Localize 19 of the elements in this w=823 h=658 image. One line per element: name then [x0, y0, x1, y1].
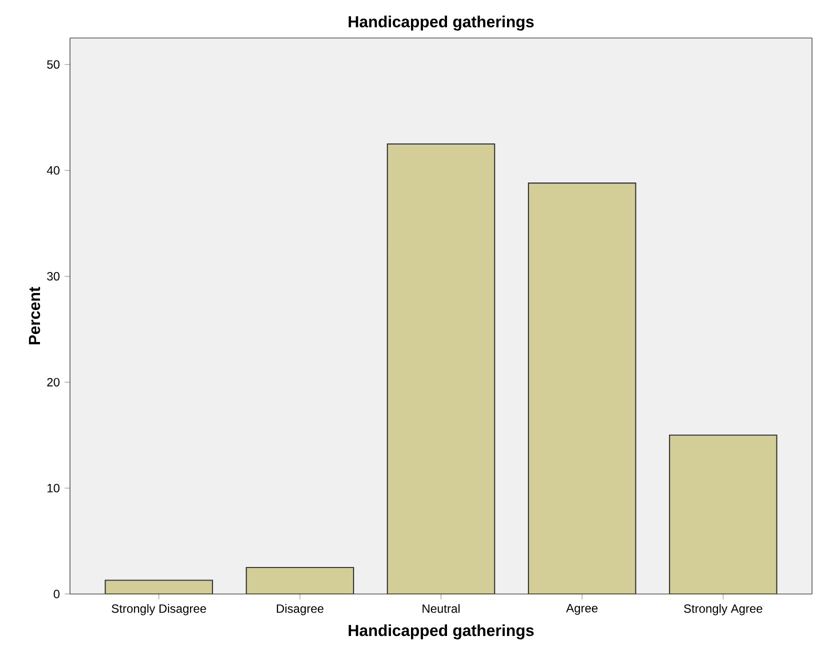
bar	[104, 580, 214, 594]
x-tick-label: Strongly Agree	[684, 604, 762, 616]
y-tick-label: 40	[46, 166, 60, 175]
y-tick-label: 50	[47, 60, 60, 69]
x-axis-title: Handicapped gatherings	[348, 624, 534, 640]
y-tick-label: 10	[48, 484, 60, 492]
bar	[528, 182, 636, 594]
chart-title: Handicapped gatherings	[348, 16, 534, 31]
x-tick-label: Disagree	[276, 604, 324, 616]
x-tick-label: Agree	[566, 604, 598, 615]
y-tick-label: 30	[47, 272, 60, 281]
x-tick-label: Neutral	[422, 604, 460, 613]
bar	[386, 143, 496, 594]
y-axis-title: Percent	[28, 286, 40, 344]
bar	[246, 566, 354, 594]
y-tick-label: 20	[47, 378, 60, 386]
x-tick-label: Strongly Disagree	[112, 604, 206, 616]
y-tick-label: 0	[54, 590, 60, 598]
bar	[669, 434, 778, 594]
